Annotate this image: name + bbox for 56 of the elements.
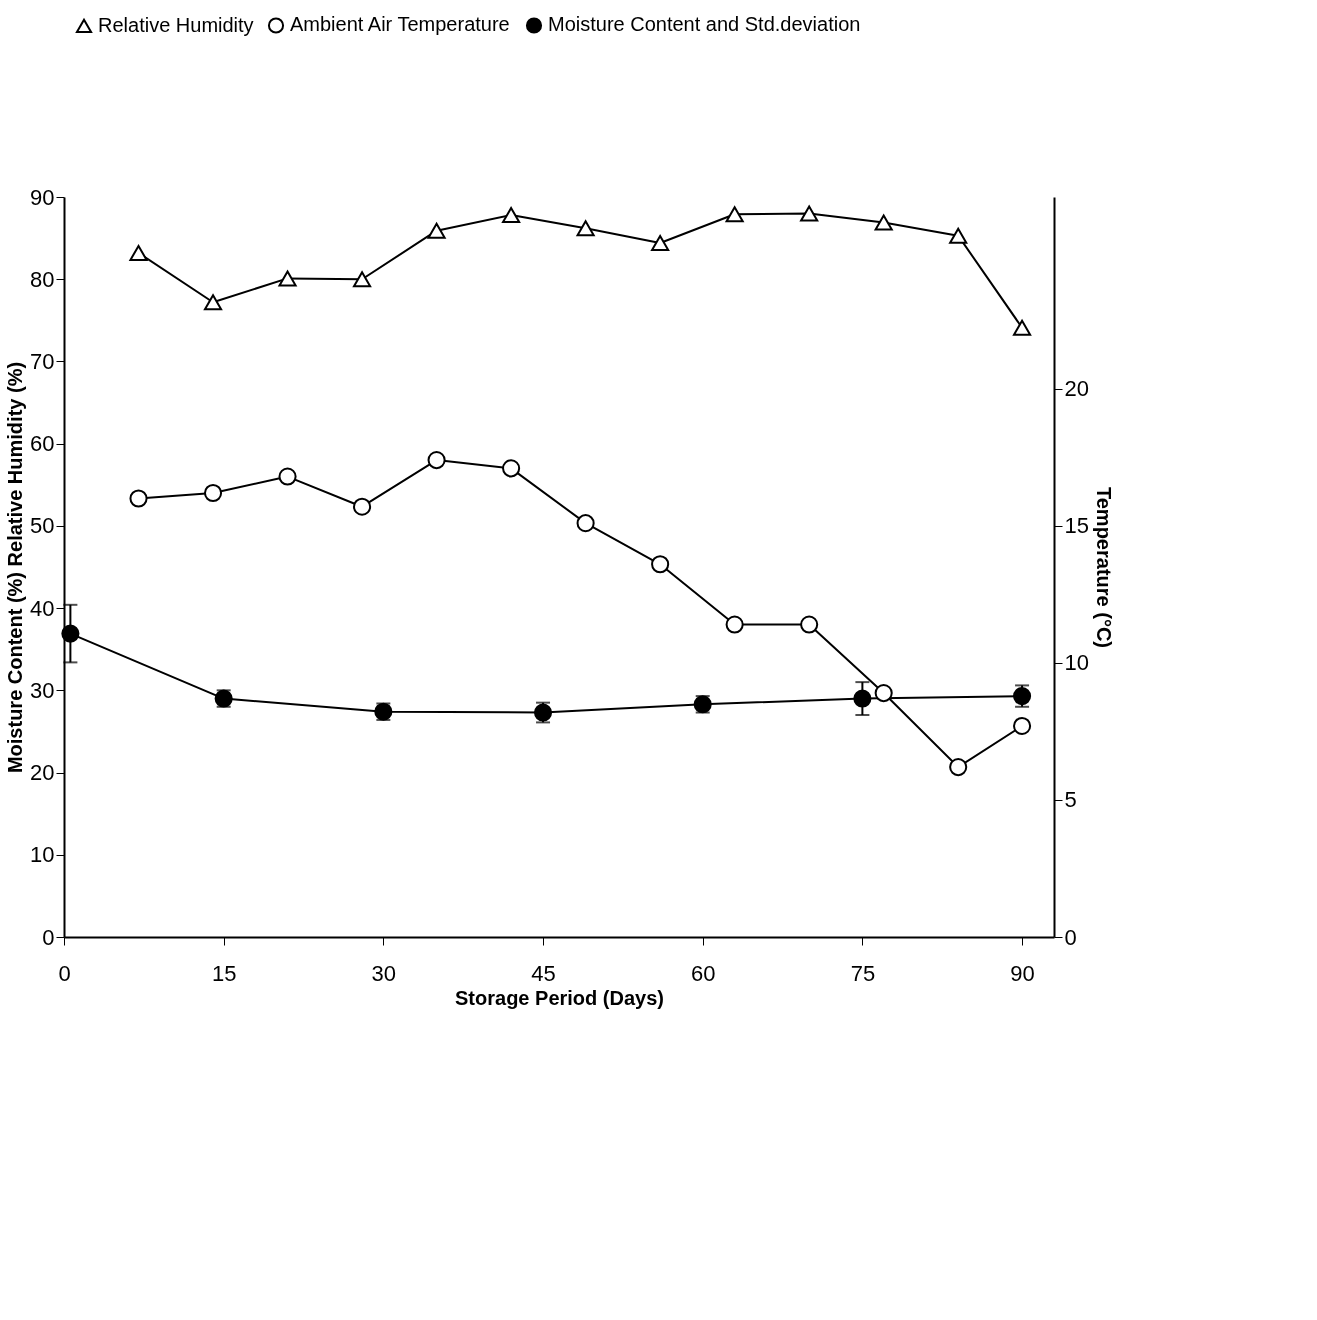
y2-tick-label: 20 bbox=[1064, 376, 1089, 402]
y2-tick-label: 0 bbox=[1064, 924, 1077, 950]
point bbox=[874, 684, 893, 703]
point bbox=[853, 689, 872, 708]
y-tick-label: 10 bbox=[30, 842, 55, 868]
legend-label: Relative Humidity bbox=[98, 13, 254, 36]
point bbox=[129, 489, 148, 508]
legend-label: Moisture Content and Std.deviation bbox=[548, 13, 861, 36]
x-tick-label: 0 bbox=[58, 960, 71, 986]
point bbox=[725, 615, 744, 634]
x-tick-label: 75 bbox=[850, 960, 876, 986]
point bbox=[651, 555, 670, 574]
x-tick-label: 45 bbox=[531, 960, 556, 986]
point bbox=[427, 451, 446, 470]
point bbox=[278, 467, 297, 486]
x-tick-label: 30 bbox=[371, 960, 397, 986]
y2-axis-title: Temperature (°C) bbox=[1092, 487, 1115, 648]
x-tick-label: 15 bbox=[211, 960, 237, 986]
point bbox=[1013, 716, 1032, 736]
y-tick-label: 0 bbox=[42, 924, 55, 950]
point bbox=[576, 514, 595, 533]
point bbox=[576, 220, 595, 237]
y-tick-label: 90 bbox=[30, 184, 55, 210]
point bbox=[502, 459, 521, 478]
y-tick-label: 80 bbox=[30, 266, 55, 292]
point bbox=[129, 244, 148, 261]
legend-label: Ambient Air Temperature bbox=[290, 13, 510, 36]
point bbox=[949, 227, 968, 244]
point bbox=[502, 207, 521, 224]
point bbox=[800, 205, 819, 222]
point bbox=[874, 214, 893, 231]
point bbox=[353, 271, 372, 288]
x-tick-label: 90 bbox=[1010, 960, 1035, 986]
y-tick-label: 70 bbox=[30, 348, 55, 374]
point bbox=[949, 758, 968, 777]
x-tick-label: 60 bbox=[690, 960, 716, 986]
point bbox=[61, 624, 80, 643]
point bbox=[203, 294, 223, 311]
point bbox=[427, 222, 446, 239]
point bbox=[278, 270, 297, 287]
y-tick-label: 60 bbox=[30, 431, 55, 457]
y-tick-label: 30 bbox=[30, 677, 55, 703]
y2-tick-label: 15 bbox=[1064, 513, 1089, 539]
y2-tick-label: 10 bbox=[1064, 650, 1089, 676]
y-axis-title: Moisture Content (%) Relative Humidity (%) bbox=[4, 361, 27, 774]
point bbox=[1013, 319, 1032, 336]
y-tick-label: 20 bbox=[30, 760, 55, 786]
y2-tick-label: 5 bbox=[1064, 787, 1077, 813]
point bbox=[203, 483, 223, 503]
point bbox=[725, 206, 744, 223]
y-tick-label: 40 bbox=[30, 595, 55, 621]
point bbox=[651, 235, 670, 252]
point bbox=[800, 615, 819, 634]
x-axis-title: Storage Period (Days) bbox=[455, 986, 664, 1009]
y-tick-label: 50 bbox=[30, 513, 55, 539]
point bbox=[353, 497, 372, 516]
